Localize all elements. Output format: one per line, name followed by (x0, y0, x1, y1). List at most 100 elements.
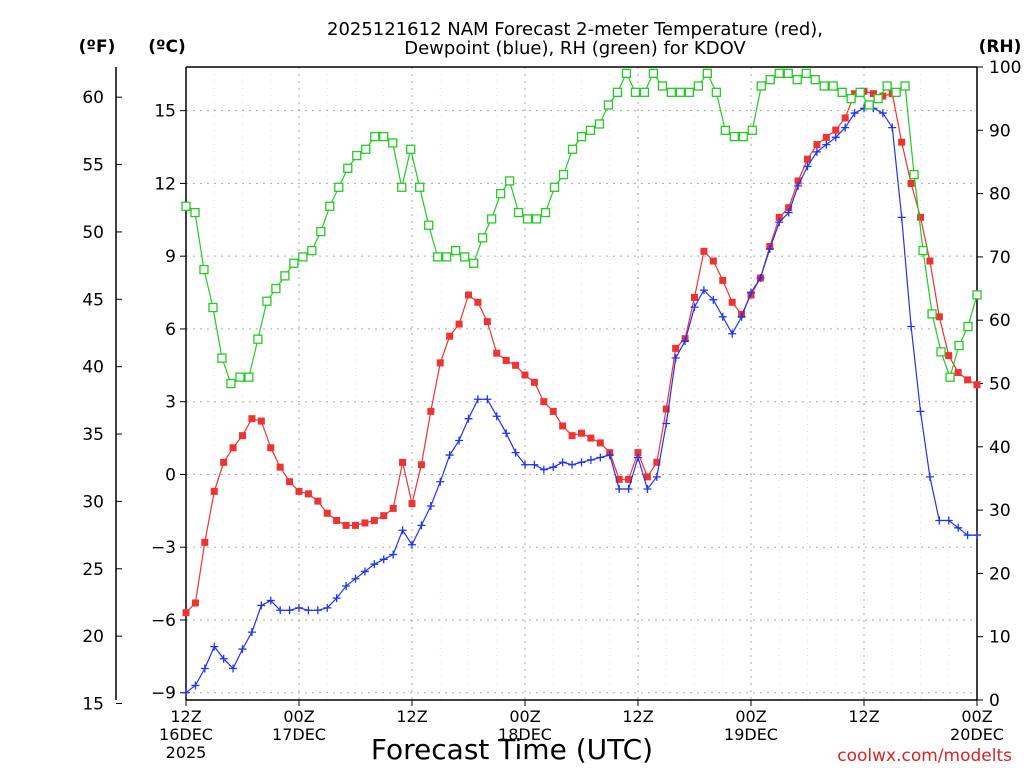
temperature-point (662, 405, 670, 413)
temperature-point (935, 313, 943, 321)
rh-point (873, 94, 883, 104)
dewpoint-point (652, 472, 661, 481)
dewpoint-point (238, 645, 247, 654)
rh-point (738, 131, 748, 142)
fahrenheit-tick-label: 45 (82, 290, 104, 310)
dewpoint-point (747, 288, 755, 297)
dewpoint-point (878, 109, 887, 118)
temperature-point (182, 609, 190, 617)
rh-point (504, 176, 515, 186)
temperature-point (380, 512, 388, 520)
temperature-point (559, 422, 567, 430)
x-axis-label: Forecast Time (UTC) (371, 733, 653, 766)
fahrenheit-tick-label: 15 (82, 695, 104, 715)
dewpoint-point (586, 455, 595, 464)
dewpoint-point (671, 354, 680, 363)
temperature-point (841, 114, 849, 122)
rh-point (684, 87, 695, 97)
temperature-point (625, 475, 633, 483)
rh-point (406, 144, 416, 154)
temperature-point (248, 415, 256, 423)
left-axis-unit-fahrenheit: (ºF) (79, 37, 116, 57)
temperature-point (549, 407, 557, 415)
rh-point (585, 125, 596, 135)
temperature-point (483, 318, 491, 326)
rh-point (576, 131, 587, 142)
temperature-point (822, 133, 830, 141)
temperature-point (323, 509, 331, 517)
dewpoint-point (709, 295, 718, 304)
fahrenheit-tick-label: 20 (82, 627, 104, 647)
temperature-point (257, 417, 265, 425)
rh-point (549, 182, 560, 192)
rh-point (325, 201, 335, 211)
dewpoint-point (888, 123, 897, 132)
dewpoint-point (897, 213, 906, 222)
rh-point (379, 131, 389, 142)
rh-point (217, 353, 227, 363)
rh-point (882, 81, 892, 91)
temperature-point (267, 444, 275, 452)
dewpoint-point (408, 540, 416, 549)
temperature-point (342, 521, 350, 529)
dewpoint-point (577, 458, 586, 467)
rh-point (262, 296, 272, 306)
temperature-point (926, 257, 934, 265)
temperature-point (361, 519, 369, 527)
dewpoint-point (276, 606, 285, 615)
temperature-point (295, 487, 303, 495)
temperature-point (427, 407, 435, 415)
rh-point (828, 81, 838, 91)
dewpoint-point (313, 606, 322, 615)
dewpoint-point (841, 123, 850, 132)
temperature-point (672, 344, 680, 352)
temperature-point (370, 517, 378, 525)
rh-point (945, 372, 955, 382)
rh-point (361, 144, 371, 154)
rh-point (927, 309, 937, 319)
dewpoint-point (304, 606, 313, 615)
dewpoint-point (445, 451, 454, 460)
temperature-point (399, 458, 407, 466)
rh-point (253, 334, 263, 344)
celsius-tick-label: 3 (165, 393, 176, 413)
data-series (181, 68, 982, 697)
temperature-point (643, 473, 651, 481)
temperature-point (832, 126, 840, 134)
time-tick-label: 00Z (283, 707, 314, 726)
fahrenheit-tick-label: 40 (82, 358, 104, 378)
temperature-point (700, 247, 708, 255)
temperature-point (314, 497, 322, 505)
dewpoint-point (426, 501, 435, 510)
rh-point (244, 372, 254, 382)
temperature-point (436, 359, 444, 367)
grid-lines (185, 67, 978, 700)
rh-point (424, 220, 434, 230)
rh-tick-label: 50 (989, 375, 1011, 395)
temperature-point (220, 458, 228, 466)
temperature-point (578, 429, 585, 437)
temperature-point (804, 155, 811, 163)
dewpoint-point (718, 312, 727, 321)
temperature-point (474, 298, 482, 306)
rh-point (846, 94, 856, 104)
rh-tick-label: 0 (989, 691, 1000, 711)
rh-point (891, 87, 901, 97)
rh-point (936, 347, 946, 357)
left-axis-unit-celsius: (ºC) (148, 37, 186, 57)
time-tick-label: 19DEC (724, 725, 778, 744)
celsius-tick-label: −6 (151, 611, 176, 631)
rh-tick-label: 60 (989, 311, 1011, 331)
temperature-point (286, 478, 294, 486)
rh-point (415, 182, 425, 192)
time-tick-label: 17DEC (272, 725, 326, 744)
rh-point (352, 150, 362, 161)
temperature-point (465, 291, 472, 299)
dewpoint-point (850, 109, 859, 118)
celsius-tick-label: 0 (165, 465, 176, 485)
rh-tick-label: 30 (989, 501, 1011, 521)
time-tick-label: 00Z (735, 707, 766, 726)
dewpoint-point (379, 555, 388, 564)
dewpoint-point (266, 596, 275, 605)
temperature-point (587, 434, 595, 442)
